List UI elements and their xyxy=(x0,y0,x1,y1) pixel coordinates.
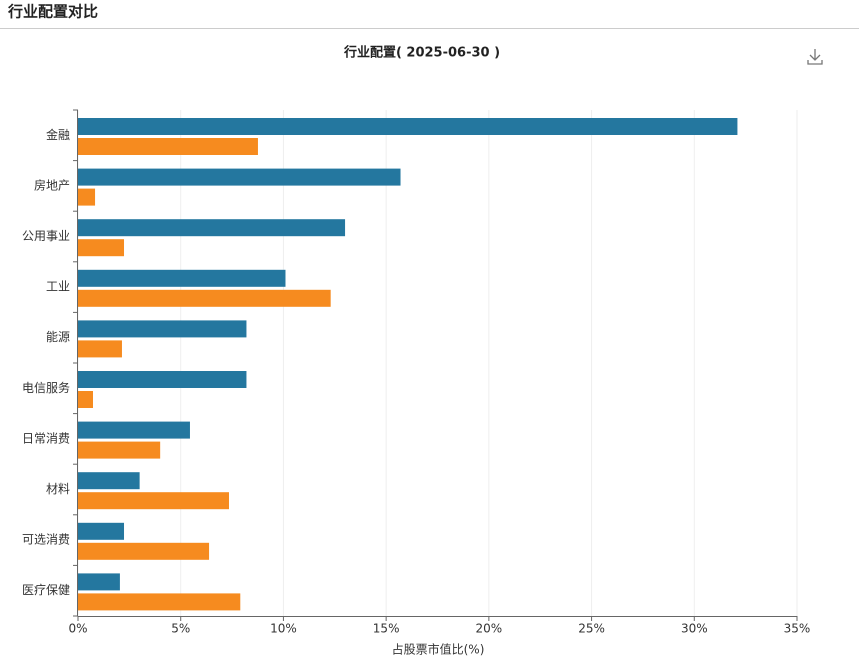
bar xyxy=(78,371,247,388)
y-tick-label: 日常消费 xyxy=(22,431,70,445)
header-title: 行业配置对比 xyxy=(7,3,98,21)
bar xyxy=(78,421,190,439)
y-tick-label: 房地产 xyxy=(34,177,70,192)
x-tick-label: 10% xyxy=(270,622,297,636)
bar xyxy=(78,188,96,206)
x-tick-label: 5% xyxy=(171,622,190,636)
x-tick-label: 15% xyxy=(373,622,400,636)
y-tick-label: 可选消费 xyxy=(22,533,70,547)
y-tick-label: 能源 xyxy=(46,330,70,344)
bar xyxy=(78,289,331,307)
bar xyxy=(78,138,258,155)
bar xyxy=(78,441,161,459)
x-tick-label: 30% xyxy=(681,622,708,636)
bar xyxy=(78,340,122,358)
y-tick-label: 材料 xyxy=(46,482,70,496)
bar xyxy=(78,320,247,338)
chart-title: 行业配置( 2025-06-30 ) xyxy=(343,45,500,61)
bar xyxy=(78,391,93,408)
bar xyxy=(78,492,229,510)
bar xyxy=(78,593,241,611)
x-tick-label: 35% xyxy=(784,622,811,636)
y-tick-label: 医疗保健 xyxy=(22,583,70,597)
bar xyxy=(78,269,286,287)
x-tick-label: 25% xyxy=(578,622,605,636)
download-icon[interactable] xyxy=(807,49,823,65)
bar xyxy=(78,542,210,560)
bar xyxy=(78,239,125,257)
y-tick-label: 公用事业 xyxy=(22,229,70,243)
bar xyxy=(78,522,125,540)
x-tick-label: 0% xyxy=(68,622,87,636)
x-axis-label: 占股票市值比(%) xyxy=(392,642,485,657)
bar xyxy=(78,168,401,186)
bar xyxy=(78,219,346,237)
bar xyxy=(78,118,738,135)
x-tick-label: 20% xyxy=(476,622,503,636)
bar xyxy=(78,472,140,490)
y-tick-label: 金融 xyxy=(46,127,70,142)
download-glyph[interactable] xyxy=(807,49,823,65)
y-tick-label: 工业 xyxy=(46,280,70,294)
bar xyxy=(78,573,120,591)
y-tick-label: 电信服务 xyxy=(22,380,70,395)
